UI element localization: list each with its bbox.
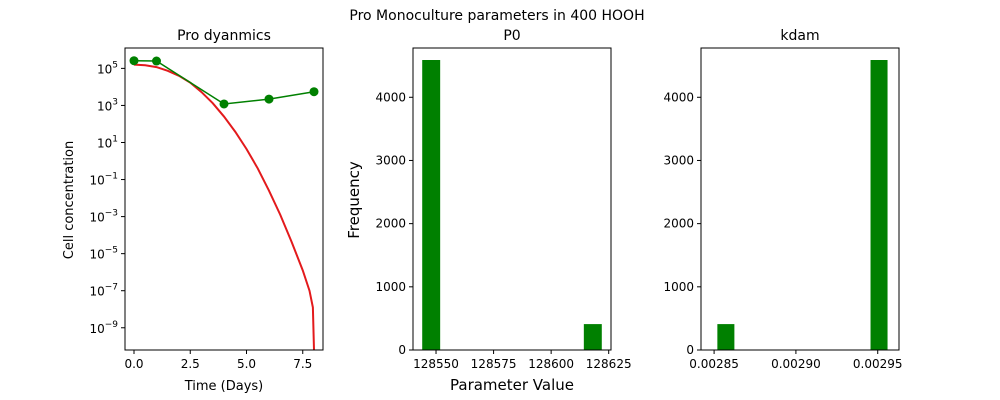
observed-point	[152, 56, 161, 66]
histogram-bar	[717, 324, 735, 350]
y-tick-label: 10−7	[89, 283, 118, 299]
model-curve	[133, 63, 315, 350]
x-tick-label: 5.0	[237, 357, 256, 371]
y-tick-label: 105	[97, 60, 118, 76]
y-tick-label: 10−3	[89, 209, 118, 225]
observed-point	[129, 56, 139, 66]
y-tick-label: 2000	[663, 217, 694, 231]
figure-suptitle: Pro Monoculture parameters in 400 HOOH	[349, 8, 644, 24]
shared-x-axis-label: Parameter Value	[450, 376, 574, 394]
x-tick-label: 128600	[528, 357, 574, 371]
histogram-bar	[422, 60, 441, 351]
y-tick-label: 103	[97, 97, 118, 113]
x-tick-label: 0.00285	[689, 357, 739, 371]
observed-point	[264, 94, 274, 104]
histogram-bar	[583, 324, 602, 350]
y-tick-label: 1000	[663, 280, 694, 294]
y-tick-label: 10−9	[89, 320, 118, 336]
y-tick-label: 1000	[375, 280, 406, 294]
panel-kdam: kdam 0.00285 0.00290 0.00295 0 1000 2000 3000 4…	[663, 28, 902, 371]
axes-frame-kdam	[700, 47, 900, 351]
y-axis-label-cell-concentration: Cell concentration	[62, 141, 77, 259]
observed-point	[309, 87, 319, 97]
y-tick-label: 4000	[375, 90, 406, 104]
y-tick-label: 101	[97, 134, 118, 150]
panel-title-p0: P0	[503, 28, 520, 44]
panel-title-pro-dynamics: Pro dyanmics	[177, 28, 271, 44]
y-tick-label: 2000	[375, 217, 406, 231]
x-tick-label: 128550	[413, 357, 459, 371]
y-tick-label: 0	[398, 343, 406, 357]
x-tick-label: 128575	[471, 357, 517, 371]
histogram-bar	[870, 60, 888, 351]
y-tick-label: 3000	[375, 153, 406, 167]
observed-point	[219, 99, 229, 109]
axes-frame-p0	[412, 47, 612, 351]
y-tick-label: 10−5	[89, 246, 118, 262]
panel-p0: P0 Frequency 128550 128575 128600 128625 0 10…	[345, 28, 632, 371]
plot-area-kdam: 0.00285 0.00290 0.00295 0 1000 2000 3000 4000	[663, 60, 903, 371]
y-axis-label-frequency: Frequency	[345, 161, 363, 239]
plot-area-pro-dynamics: 0.0 2.5 5.0 7.5 105 103 101 10−1 10−3 10−5 10−7 10−…	[89, 56, 319, 371]
x-tick-label: 0.0	[124, 357, 143, 371]
axes-frame-pro-dynamics	[124, 47, 324, 351]
y-tick-label: 0	[686, 343, 694, 357]
x-tick-label: 2.5	[181, 357, 200, 371]
y-tick-label: 4000	[663, 90, 694, 104]
x-tick-label: 7.5	[293, 357, 312, 371]
panel-title-kdam: kdam	[780, 28, 819, 44]
y-tick-label: 10−1	[89, 172, 118, 188]
y-tick-label: 3000	[663, 153, 694, 167]
x-tick-label: 128625	[586, 357, 632, 371]
x-axis-label-time: Time (Days)	[184, 379, 264, 394]
plot-area-p0: 128550 128575 128600 128625 0 1000 2000 3000 400…	[375, 60, 632, 371]
panel-pro-dynamics: Pro dyanmics Time (Days) Cell concentrat…	[62, 28, 324, 394]
x-tick-label: 0.00295	[853, 357, 903, 371]
x-tick-label: 0.00290	[771, 357, 821, 371]
